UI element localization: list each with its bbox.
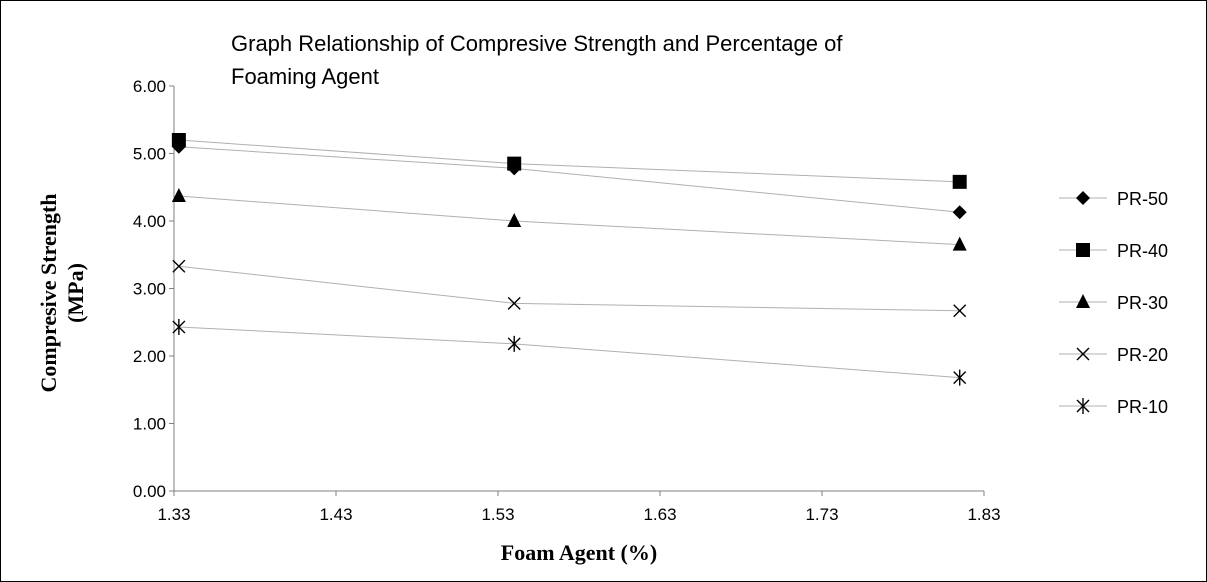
- y-tick-label: 2.00: [133, 347, 166, 366]
- legend-marker: [1076, 243, 1090, 257]
- data-point-pr-20: [507, 296, 521, 310]
- legend-marker: [1076, 294, 1090, 308]
- legend-marker: [1076, 191, 1090, 205]
- series-line-pr-10: [178, 326, 960, 379]
- y-tick-label: 3.00: [133, 280, 166, 299]
- y-tick-label: 6.00: [133, 77, 166, 96]
- x-tick-label: 1.63: [643, 505, 676, 524]
- legend-label: PR-30: [1117, 293, 1168, 313]
- data-point-pr-30: [952, 236, 967, 251]
- data-point-pr-40: [952, 174, 967, 189]
- y-axis-title-line-2: (MPa): [63, 263, 88, 323]
- legend-marker: [1076, 398, 1090, 414]
- legend-label: PR-50: [1117, 189, 1168, 209]
- x-tick-label: 1.33: [157, 505, 190, 524]
- series-lines: [178, 139, 960, 379]
- y-tick-label: 0.00: [133, 482, 166, 501]
- legend-item-pr-40: PR-40: [1059, 241, 1168, 261]
- y-axis-title: Compresive Strength (MPa): [36, 193, 88, 392]
- data-point-pr-40: [171, 133, 186, 147]
- x-tick-label: 1.43: [319, 505, 352, 524]
- data-point-pr-30: [507, 213, 522, 227]
- series-line-pr-30: [178, 195, 960, 246]
- legend-marker: [1076, 347, 1090, 361]
- legend-item-pr-20: PR-20: [1059, 345, 1168, 365]
- series-line-pr-40: [178, 139, 960, 183]
- tick-labels: 0.00 1.00 2.00 3.00 4.00 5.00 6.00 1.33 1.43 1.53…: [133, 77, 1001, 524]
- y-tick-label: 4.00: [133, 212, 166, 231]
- x-tick-label: 1.53: [481, 505, 514, 524]
- x-tick-label: 1.73: [805, 505, 838, 524]
- y-tick-label: 5.00: [133, 145, 166, 164]
- legend-item-pr-10: PR-10: [1059, 397, 1168, 417]
- chart-title-line-2: Foaming Agent: [231, 64, 379, 89]
- series-line-pr-20: [178, 265, 960, 312]
- legend-label: PR-20: [1117, 345, 1168, 365]
- data-point-pr-20: [172, 259, 186, 273]
- y-tick-label: 1.00: [133, 415, 166, 434]
- x-axis-title: Foam Agent (%): [501, 540, 657, 565]
- legend-label: PR-40: [1117, 241, 1168, 261]
- chart-title-line-1: Graph Relationship of Compresive Strengt…: [231, 31, 843, 56]
- legend: PR-50 PR-40 PR-30 PR-20 PR-10: [1059, 189, 1168, 417]
- data-point-pr-10: [953, 369, 967, 386]
- data-point-pr-10: [507, 335, 521, 352]
- legend-label: PR-10: [1117, 397, 1168, 417]
- legend-item-pr-30: PR-30: [1059, 293, 1168, 313]
- data-point-pr-20: [953, 304, 967, 318]
- x-tick-label: 1.83: [967, 505, 1000, 524]
- series-markers: [171, 133, 967, 386]
- legend-item-pr-50: PR-50: [1059, 189, 1168, 209]
- data-point-pr-40: [507, 156, 522, 171]
- data-point-pr-30: [171, 188, 186, 203]
- data-point-pr-50: [952, 205, 967, 220]
- data-point-pr-10: [172, 318, 186, 335]
- y-axis-title-line-1: Compresive Strength: [36, 193, 61, 392]
- series-line-pr-50: [178, 146, 960, 213]
- axes: [169, 85, 985, 496]
